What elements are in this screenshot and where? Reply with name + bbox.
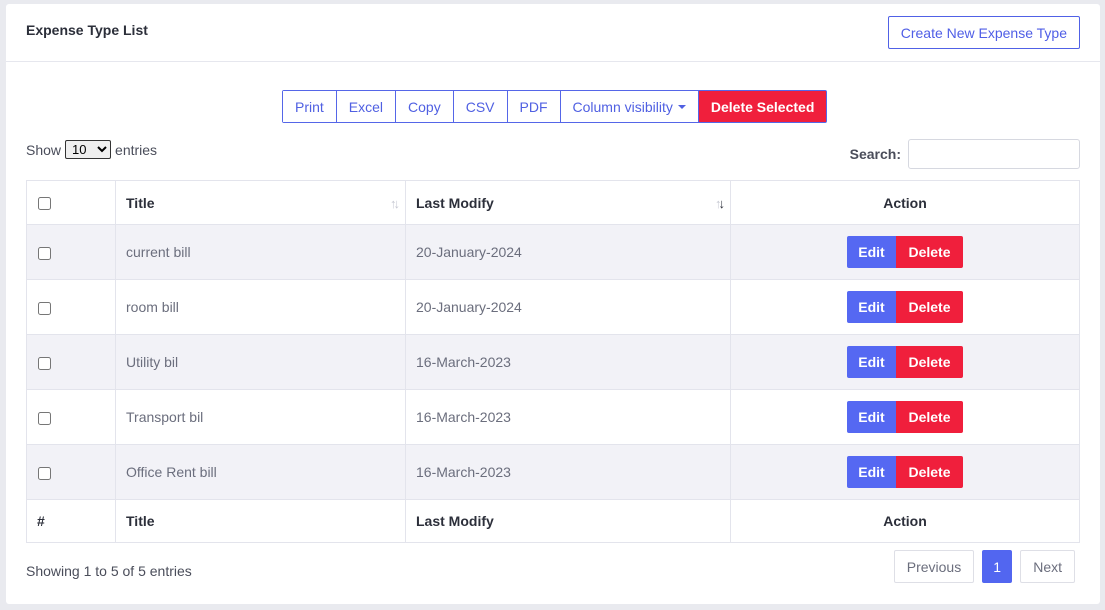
table-row: Office Rent bill 16-March-2023 Edit Dele…	[26, 444, 1080, 500]
footer-hash: #	[26, 499, 116, 543]
entries-length-control: Show 10 entries	[26, 140, 157, 159]
row-checkbox-cell	[26, 444, 116, 500]
edit-button[interactable]: Edit	[847, 456, 896, 488]
pdf-button[interactable]: PDF	[507, 91, 561, 122]
row-checkbox[interactable]	[38, 356, 51, 370]
print-button[interactable]: Print	[283, 91, 337, 122]
table-footer-row: # Title Last Modify Action	[26, 499, 1080, 543]
delete-button[interactable]: Delete	[896, 346, 963, 378]
row-last-modify: 20-January-2024	[405, 224, 731, 280]
column-visibility-button[interactable]: Column visibility	[560, 91, 699, 122]
row-actions: Edit Delete	[730, 389, 1080, 445]
page-1-button[interactable]: 1	[982, 550, 1013, 583]
edit-button[interactable]: Edit	[847, 236, 896, 268]
export-button-group: Print Excel Copy CSV PDF Column visibili…	[282, 90, 828, 123]
row-checkbox-cell	[26, 224, 116, 280]
column-header-title-label: Title	[126, 194, 155, 211]
row-title: room bill	[115, 279, 406, 335]
row-actions: Edit Delete	[730, 224, 1080, 280]
row-title: Utility bil	[115, 334, 406, 390]
csv-button[interactable]: CSV	[453, 91, 508, 122]
row-actions: Edit Delete	[730, 444, 1080, 500]
search-label: Search:	[849, 146, 901, 162]
edit-button[interactable]: Edit	[847, 401, 896, 433]
delete-button[interactable]: Delete	[896, 401, 963, 433]
row-actions: Edit Delete	[730, 279, 1080, 335]
row-action-group: Edit Delete	[847, 291, 963, 323]
row-checkbox-cell	[26, 279, 116, 335]
footer-title: Title	[115, 499, 406, 543]
row-action-group: Edit Delete	[847, 346, 963, 378]
row-checkbox[interactable]	[38, 466, 51, 480]
table-header-row: Title ↑↓ Last Modify ↑↓ Action	[26, 180, 1080, 225]
delete-selected-button[interactable]: Delete Selected	[698, 91, 827, 122]
row-title: current bill	[115, 224, 406, 280]
row-title: Office Rent bill	[115, 444, 406, 500]
page-title: Expense Type List	[26, 22, 148, 38]
search-control: Search:	[850, 139, 1080, 169]
entries-label: entries	[115, 141, 158, 158]
table-row: current bill 20-January-2024 Edit Delete	[26, 224, 1080, 280]
expense-type-table: Title ↑↓ Last Modify ↑↓ Action current b…	[26, 180, 1080, 543]
table-row: Utility bil 16-March-2023 Edit Delete	[26, 334, 1080, 390]
column-header-last-modify-label: Last Modify	[416, 194, 494, 211]
column-header-last-modify[interactable]: Last Modify ↑↓	[405, 180, 731, 225]
table-row: Transport bil 16-March-2023 Edit Delete	[26, 389, 1080, 445]
table-info: Showing 1 to 5 of 5 entries	[26, 563, 192, 579]
column-header-title[interactable]: Title ↑↓	[115, 180, 406, 225]
footer-last-modify: Last Modify	[405, 499, 731, 543]
excel-button[interactable]: Excel	[336, 91, 397, 122]
row-action-group: Edit Delete	[847, 456, 963, 488]
select-all-header	[26, 180, 116, 225]
delete-button[interactable]: Delete	[896, 456, 963, 488]
previous-page-button[interactable]: Previous	[893, 550, 975, 583]
edit-button[interactable]: Edit	[847, 346, 896, 378]
delete-button[interactable]: Delete	[896, 236, 963, 268]
row-checkbox-cell	[26, 334, 116, 390]
column-header-action: Action	[730, 180, 1080, 225]
entries-length-select[interactable]: 10	[65, 140, 112, 159]
table-row: room bill 20-January-2024 Edit Delete	[26, 279, 1080, 335]
row-last-modify: 20-January-2024	[405, 279, 731, 335]
next-page-button[interactable]: Next	[1020, 550, 1075, 583]
search-input[interactable]	[908, 139, 1080, 169]
row-checkbox-cell	[26, 389, 116, 445]
row-checkbox[interactable]	[38, 301, 51, 315]
row-action-group: Edit Delete	[847, 236, 963, 268]
select-all-checkbox[interactable]	[38, 197, 51, 211]
expense-type-card: Expense Type List Create New Expense Typ…	[6, 4, 1100, 604]
row-action-group: Edit Delete	[847, 401, 963, 433]
delete-button[interactable]: Delete	[896, 291, 963, 323]
copy-button[interactable]: Copy	[396, 91, 454, 122]
row-actions: Edit Delete	[730, 334, 1080, 390]
column-header-action-label: Action	[883, 194, 927, 211]
sort-icon: ↑↓	[390, 196, 400, 211]
row-title: Transport bil	[115, 389, 406, 445]
row-last-modify: 16-March-2023	[405, 334, 731, 390]
show-label: Show	[26, 141, 62, 158]
edit-button[interactable]: Edit	[847, 291, 896, 323]
create-expense-type-button[interactable]: Create New Expense Type	[887, 16, 1080, 49]
row-checkbox[interactable]	[38, 411, 51, 425]
sort-desc-icon: ↑↓	[715, 196, 725, 211]
row-last-modify: 16-March-2023	[405, 444, 731, 500]
card-header: Expense Type List Create New Expense Typ…	[6, 4, 1100, 62]
pagination: Previous 1 Next	[893, 550, 1075, 583]
row-checkbox[interactable]	[38, 246, 51, 260]
row-last-modify: 16-March-2023	[405, 389, 731, 445]
footer-action: Action	[730, 499, 1080, 543]
